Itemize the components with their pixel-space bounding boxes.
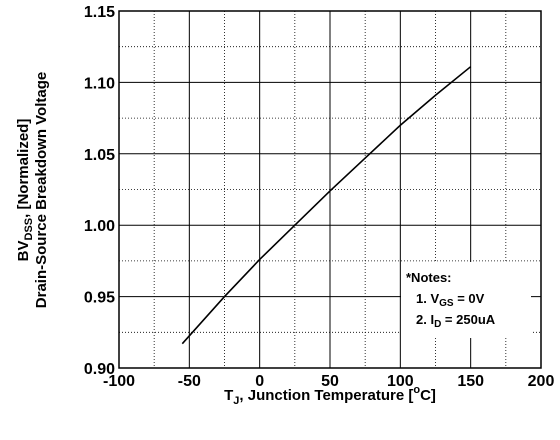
note-id: 2. ID = 250uA	[416, 312, 496, 330]
notes-annotation: *Notes: 1. VGS = 0V 2. ID = 250uA	[401, 262, 531, 338]
note-vgs-post: = 0V	[454, 291, 485, 306]
x-tick-label: -50	[178, 373, 201, 390]
series-line	[181, 66, 472, 345]
x-label-post: C]	[420, 387, 436, 404]
x-label-mid: , Junction Temperature [	[239, 387, 413, 404]
note-id-sub: D	[434, 319, 441, 330]
y-label-sub: DSS	[23, 218, 35, 241]
x-tick-label: 200	[528, 373, 555, 390]
x-tick-label: 50	[321, 373, 339, 390]
x-label-sub: J	[233, 395, 239, 407]
y-tick-label: 1.00	[84, 218, 115, 235]
y-tick-label: 0.90	[84, 361, 115, 378]
y-tick-label: 1.15	[84, 4, 115, 21]
notes-title: *Notes:	[406, 270, 452, 285]
x-tick-label: 100	[387, 373, 414, 390]
x-axis-label: TJ, Junction Temperature [oC]	[224, 384, 436, 407]
x-label-sup: o	[413, 384, 420, 396]
note-id-post: = 250uA	[441, 312, 495, 327]
note-id-pre: 2. I	[416, 312, 434, 327]
x-tick-label: 0	[255, 373, 264, 390]
note-vgs-pre: 1. V	[416, 291, 439, 306]
y-tick-label: 0.95	[84, 290, 115, 307]
plot-frame	[118, 10, 542, 369]
x-tick-label: -100	[103, 373, 135, 390]
y-axis-label-line1: BVDSS, [Normalized]	[15, 119, 35, 262]
x-label-pre: T	[224, 387, 233, 404]
x-tick-label: 150	[457, 373, 484, 390]
notes-box	[401, 262, 531, 338]
y-label-post: , [Normalized]	[15, 119, 32, 218]
y-axis-label-line2: Drain-Source Breakdown Voltage	[33, 72, 50, 308]
y-label-pre: BV	[15, 240, 32, 261]
tick-labels: -100 -50 0 50 100 150 200 0.90 0.95 1.00 1.05 1.10 1…	[84, 4, 555, 390]
y-tick-label: 1.10	[84, 75, 115, 92]
note-vgs-sub: GS	[439, 298, 454, 309]
note-vgs: 1. VGS = 0V	[416, 291, 485, 309]
y-tick-label: 1.05	[84, 147, 115, 164]
